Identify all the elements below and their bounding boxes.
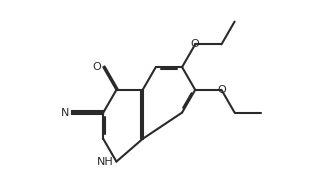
Text: O: O <box>92 62 101 72</box>
Text: O: O <box>191 39 200 49</box>
Text: N: N <box>61 108 69 118</box>
Text: O: O <box>217 85 226 95</box>
Text: NH: NH <box>97 157 114 167</box>
